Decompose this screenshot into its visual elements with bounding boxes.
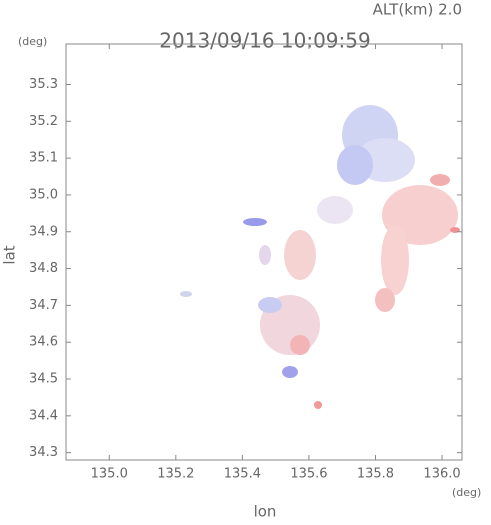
x-tick-label: 135.0 (91, 467, 128, 482)
y-tick-label: 35.3 (29, 77, 58, 92)
x-tick-label: 135.8 (357, 467, 394, 482)
radar-echoes (180, 105, 460, 409)
y-tick-label: 34.3 (29, 445, 58, 460)
y-tick-label: 34.9 (29, 224, 58, 239)
x-tick-label: 135.4 (224, 467, 261, 482)
y-axis-label: lat (1, 245, 19, 264)
y-unit: (deg) (18, 35, 47, 48)
y-tick-label: 34.6 (29, 335, 58, 350)
y-tick-label: 34.7 (29, 298, 58, 313)
x-tick-label: 136.0 (423, 467, 460, 482)
y-tick-label: 34.4 (29, 408, 58, 423)
y-tick-label: 34.5 (29, 372, 58, 387)
x-tick-label: 135.2 (157, 467, 194, 482)
y-tick-label: 34.8 (29, 261, 58, 276)
altitude-label: ALT(km) 2.0 (373, 1, 462, 19)
x-axis-label: lon (254, 503, 277, 521)
x-tick-label: 135.6 (290, 467, 327, 482)
y-tick-label: 35.0 (29, 187, 58, 202)
y-tick-label: 35.1 (29, 151, 58, 166)
chart-title: 2013/09/16 10:09:59 (159, 29, 370, 53)
y-tick-label: 35.2 (29, 114, 58, 129)
plot-frame (65, 43, 463, 461)
x-unit: (deg) (452, 486, 481, 499)
